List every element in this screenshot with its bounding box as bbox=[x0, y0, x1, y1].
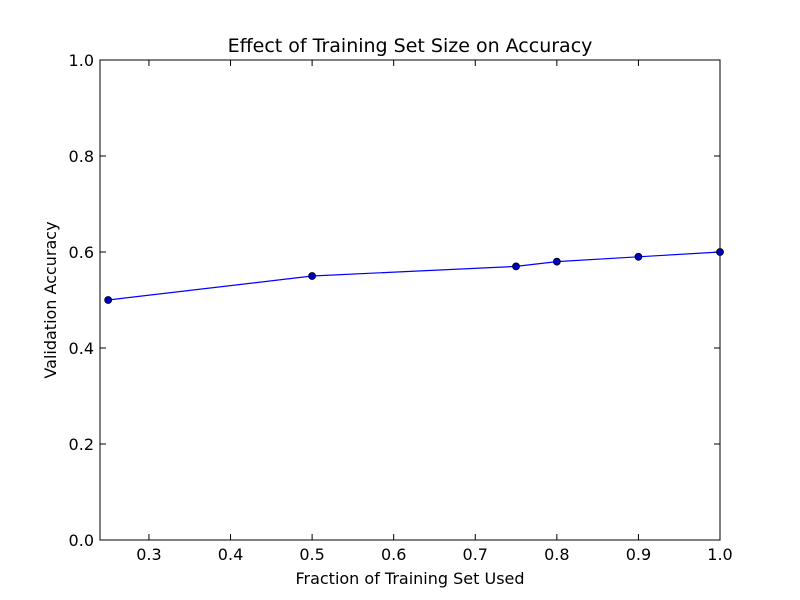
y-tick-label-5: 1.0 bbox=[69, 51, 94, 70]
data-point-0-1 bbox=[308, 272, 317, 280]
x-axis-label: Fraction of Training Set Used bbox=[295, 569, 524, 588]
x-tick-label-1: 0.4 bbox=[218, 545, 243, 564]
x-tick-label-5: 0.8 bbox=[544, 545, 569, 564]
data-point-0-5 bbox=[716, 248, 724, 256]
x-tick-label-0: 0.3 bbox=[136, 545, 161, 564]
x-tick-label-3: 0.6 bbox=[381, 545, 406, 564]
y-tick-label-4: 0.8 bbox=[69, 147, 94, 166]
data-point-0-2 bbox=[512, 262, 520, 271]
x-tick-label-4: 0.7 bbox=[463, 545, 488, 564]
plot-frame bbox=[99, 59, 721, 541]
chart-title: Effect of Training Set Size on Accuracy bbox=[228, 35, 593, 57]
series-line-0 bbox=[108, 251, 721, 301]
plot-area: 0.3 0.4 0.5 0.6 0.7 0.8 0.9 1.0 0.0 0.2 0.4 0.6 0.8 1… bbox=[69, 51, 733, 564]
data-point-0-3 bbox=[552, 257, 561, 266]
data-point-0-4 bbox=[634, 252, 643, 261]
x-tick-label-2: 0.5 bbox=[299, 545, 324, 564]
y-axis-label: Validation Accuracy bbox=[41, 221, 60, 378]
y-tick-label-1: 0.2 bbox=[69, 435, 94, 454]
data-point-0-0 bbox=[104, 296, 113, 304]
y-tick-label-0: 0.0 bbox=[69, 531, 94, 550]
y-tick-label-3: 0.6 bbox=[69, 243, 94, 262]
x-tick-label-7: 1.0 bbox=[707, 545, 732, 564]
y-tick-label-2: 0.4 bbox=[69, 339, 94, 358]
x-tick-label-6: 0.9 bbox=[626, 545, 651, 564]
